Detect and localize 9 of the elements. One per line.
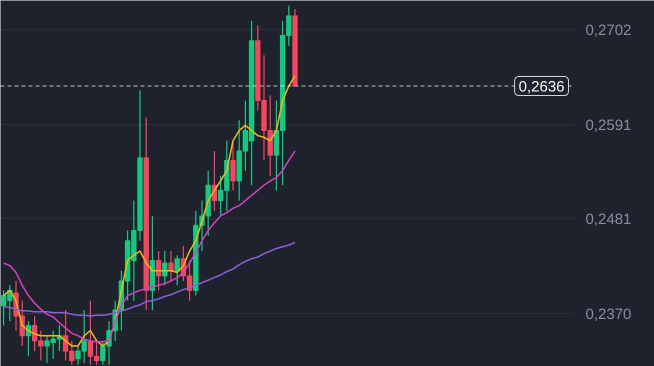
candlestick	[174, 254, 180, 286]
candlestick	[156, 250, 162, 291]
candlestick	[230, 140, 236, 191]
y-tick-label: 0,2481	[586, 211, 632, 228]
candlestick	[162, 250, 168, 286]
y-tick-label: 0,2370	[586, 306, 632, 323]
ref-line-label: 0,2636	[518, 78, 565, 96]
y-tick-label: 0,2702	[586, 22, 632, 40]
y-tick-label: 0,2591	[586, 116, 632, 134]
